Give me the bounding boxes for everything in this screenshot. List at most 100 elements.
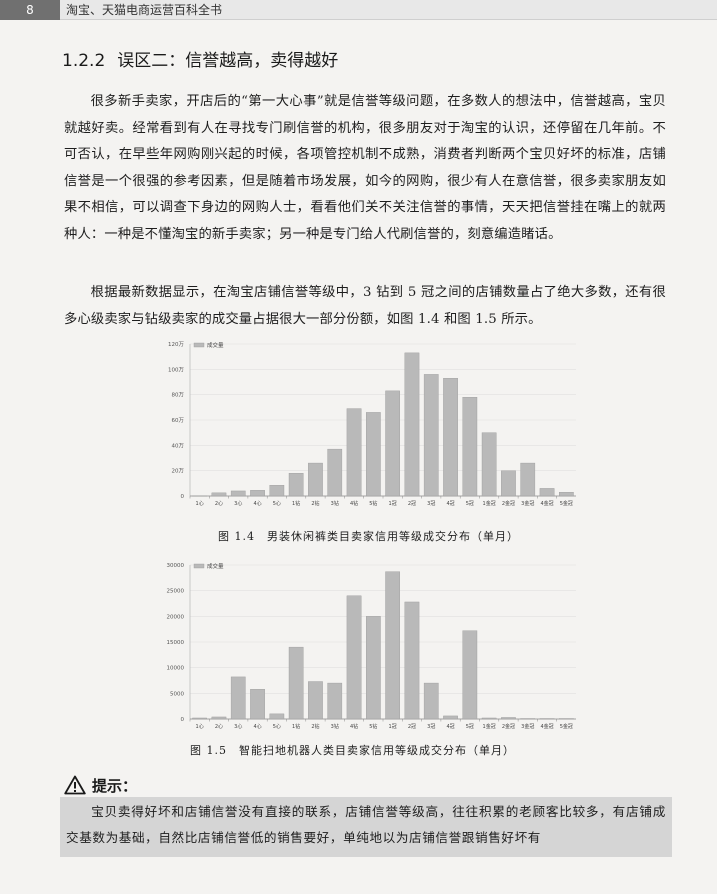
- y-tick-label: 60万: [172, 417, 185, 424]
- x-tick-label: 2钻: [311, 723, 319, 730]
- x-tick-label: 4金冠: [540, 500, 553, 507]
- bar: [405, 602, 419, 719]
- warning-icon: [64, 775, 86, 795]
- x-tick-label: 2心: [215, 500, 223, 507]
- paragraph-2: 根据最新数据显示，在淘宝店铺信誉等级中，3 钻到 5 冠之间的店铺数量占了绝大多…: [64, 280, 666, 333]
- paragraph-1: 很多新手卖家，开店后的“第一大心事”就是信誉等级问题，在多数人的想法中，信誉越高…: [64, 89, 666, 248]
- bar: [328, 449, 342, 496]
- x-tick-label: 1冠: [389, 501, 397, 507]
- y-tick-label: 5000: [170, 691, 184, 697]
- bar: [559, 492, 573, 496]
- x-tick-label: 3钻: [331, 723, 339, 730]
- x-tick-label: 4冠: [446, 501, 454, 507]
- x-tick-label: 2心: [215, 723, 223, 730]
- x-tick-label: 2冠: [408, 501, 416, 507]
- bar: [193, 496, 207, 497]
- x-tick-label: 3心: [234, 500, 242, 507]
- y-tick-label: 40万: [172, 442, 185, 449]
- y-tick-label: 0: [181, 494, 185, 500]
- bar: [521, 718, 535, 719]
- x-tick-label: 1心: [196, 723, 204, 730]
- x-tick-label: 4金冠: [540, 723, 553, 730]
- x-tick-label: 4冠: [446, 724, 454, 730]
- bar: [231, 677, 245, 719]
- bar: [231, 491, 245, 496]
- x-tick-label: 3冠: [427, 724, 435, 730]
- x-tick-label: 1金冠: [483, 723, 496, 730]
- bar: [482, 718, 496, 719]
- x-tick-label: 3心: [234, 723, 242, 730]
- x-tick-label: 1钻: [292, 500, 300, 507]
- bar: [347, 409, 361, 496]
- bar: [443, 716, 457, 719]
- x-tick-label: 4钻: [350, 723, 358, 730]
- x-tick-label: 2钻: [311, 500, 319, 507]
- x-tick-label: 5冠: [466, 724, 474, 730]
- bar: [463, 397, 477, 496]
- bar: [501, 717, 515, 719]
- y-tick-label: 80万: [172, 392, 185, 399]
- bar-chart-2: 0 5000 10000 15000 20000 25000 30000 1心 2心 3心 4心 5心…: [150, 557, 580, 737]
- x-tick-label: 2冠: [408, 724, 416, 730]
- section-heading: 误区二：信誉越高，卖得越好: [117, 51, 338, 71]
- x-tick-label: 1冠: [389, 724, 397, 730]
- bar: [289, 473, 303, 496]
- bar: [405, 353, 419, 496]
- tip-box: 宝贝卖得好坏和店铺信誉没有直接的联系，店铺信誉等级高，往往积累的老顾客比较多，有…: [60, 797, 672, 857]
- bar: [347, 596, 361, 719]
- book-title: 淘宝、天猫电商运营百科全书: [66, 2, 222, 18]
- x-tick-label: 3金冠: [521, 723, 534, 730]
- bar: [424, 374, 438, 496]
- x-tick-label: 5金冠: [560, 723, 573, 730]
- bar: [463, 631, 477, 719]
- figure-caption-1-5: 图 1.5 智能扫地机器人类目卖家信用等级成交分布（单月）: [0, 742, 711, 758]
- bar: [521, 463, 535, 496]
- bar: [250, 490, 264, 496]
- bar: [540, 718, 554, 719]
- bar: [193, 718, 207, 719]
- x-tick-label: 1心: [196, 500, 204, 507]
- figure-caption-1-4: 图 1.4 男装休闲裤类目卖家信用等级成交分布（单月）: [10, 528, 717, 544]
- x-tick-label: 3钻: [331, 500, 339, 507]
- x-tick-label: 5心: [273, 500, 281, 507]
- x-tick-label: 2金冠: [502, 500, 515, 507]
- bar: [540, 488, 554, 496]
- y-tick-label: 20000: [167, 614, 185, 620]
- x-tick-label: 3金冠: [521, 500, 534, 507]
- bar: [482, 433, 496, 496]
- bar: [386, 572, 400, 719]
- x-tick-label: 5金冠: [560, 500, 573, 507]
- legend-swatch: [194, 564, 204, 568]
- bar: [308, 682, 322, 719]
- tip-heading: 提示：: [64, 774, 137, 796]
- bar: [366, 616, 380, 719]
- tip-title: 提示：: [92, 775, 137, 796]
- bar: [366, 412, 380, 496]
- bar: [250, 689, 264, 719]
- page-number: 8: [0, 0, 60, 20]
- bar: [308, 463, 322, 496]
- bar: [270, 714, 284, 719]
- y-tick-label: 0: [181, 717, 185, 723]
- section-number: 1.2.2: [62, 51, 105, 71]
- y-tick-label: 20万: [172, 468, 185, 475]
- bar: [386, 391, 400, 496]
- bar: [424, 683, 438, 719]
- x-tick-label: 5冠: [466, 501, 474, 507]
- x-tick-label: 5钻: [369, 500, 377, 507]
- section-title: 1.2.2 误区二：信誉越高，卖得越好: [62, 46, 338, 71]
- bar: [212, 493, 226, 496]
- x-tick-label: 5心: [273, 723, 281, 730]
- bar-chart-1: 0 20万 40万 60万 80万 100万 120万 1心 2心 3心 4心 5心 1钻 2钻 3钻 4钻 5…: [150, 336, 580, 514]
- legend-swatch: [194, 343, 204, 347]
- legend-label: 成交量: [207, 341, 224, 349]
- y-tick-label: 30000: [167, 563, 185, 569]
- y-tick-label: 10000: [167, 666, 185, 672]
- bar: [270, 485, 284, 496]
- bar: [289, 647, 303, 719]
- x-tick-label: 2金冠: [502, 723, 515, 730]
- x-tick-label: 4心: [253, 723, 261, 730]
- x-tick-label: 1金冠: [483, 500, 496, 507]
- bar: [559, 718, 573, 719]
- y-tick-label: 25000: [167, 589, 185, 595]
